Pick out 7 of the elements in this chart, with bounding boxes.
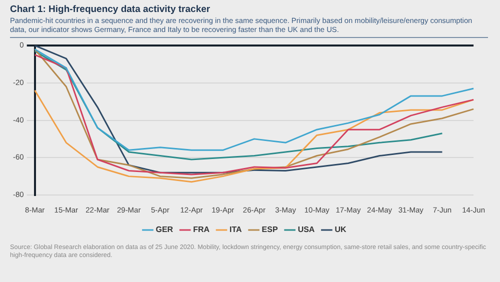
legend-label: GER (156, 225, 174, 234)
legend-label: FRA (193, 225, 210, 234)
legend-label: ESP (262, 225, 278, 234)
legend-label: USA (298, 225, 315, 234)
legend-label: UK (334, 225, 346, 234)
legend-label: ITA (230, 225, 242, 234)
chart-title: Chart 1: High-frequency data activity tracker (10, 4, 212, 15)
